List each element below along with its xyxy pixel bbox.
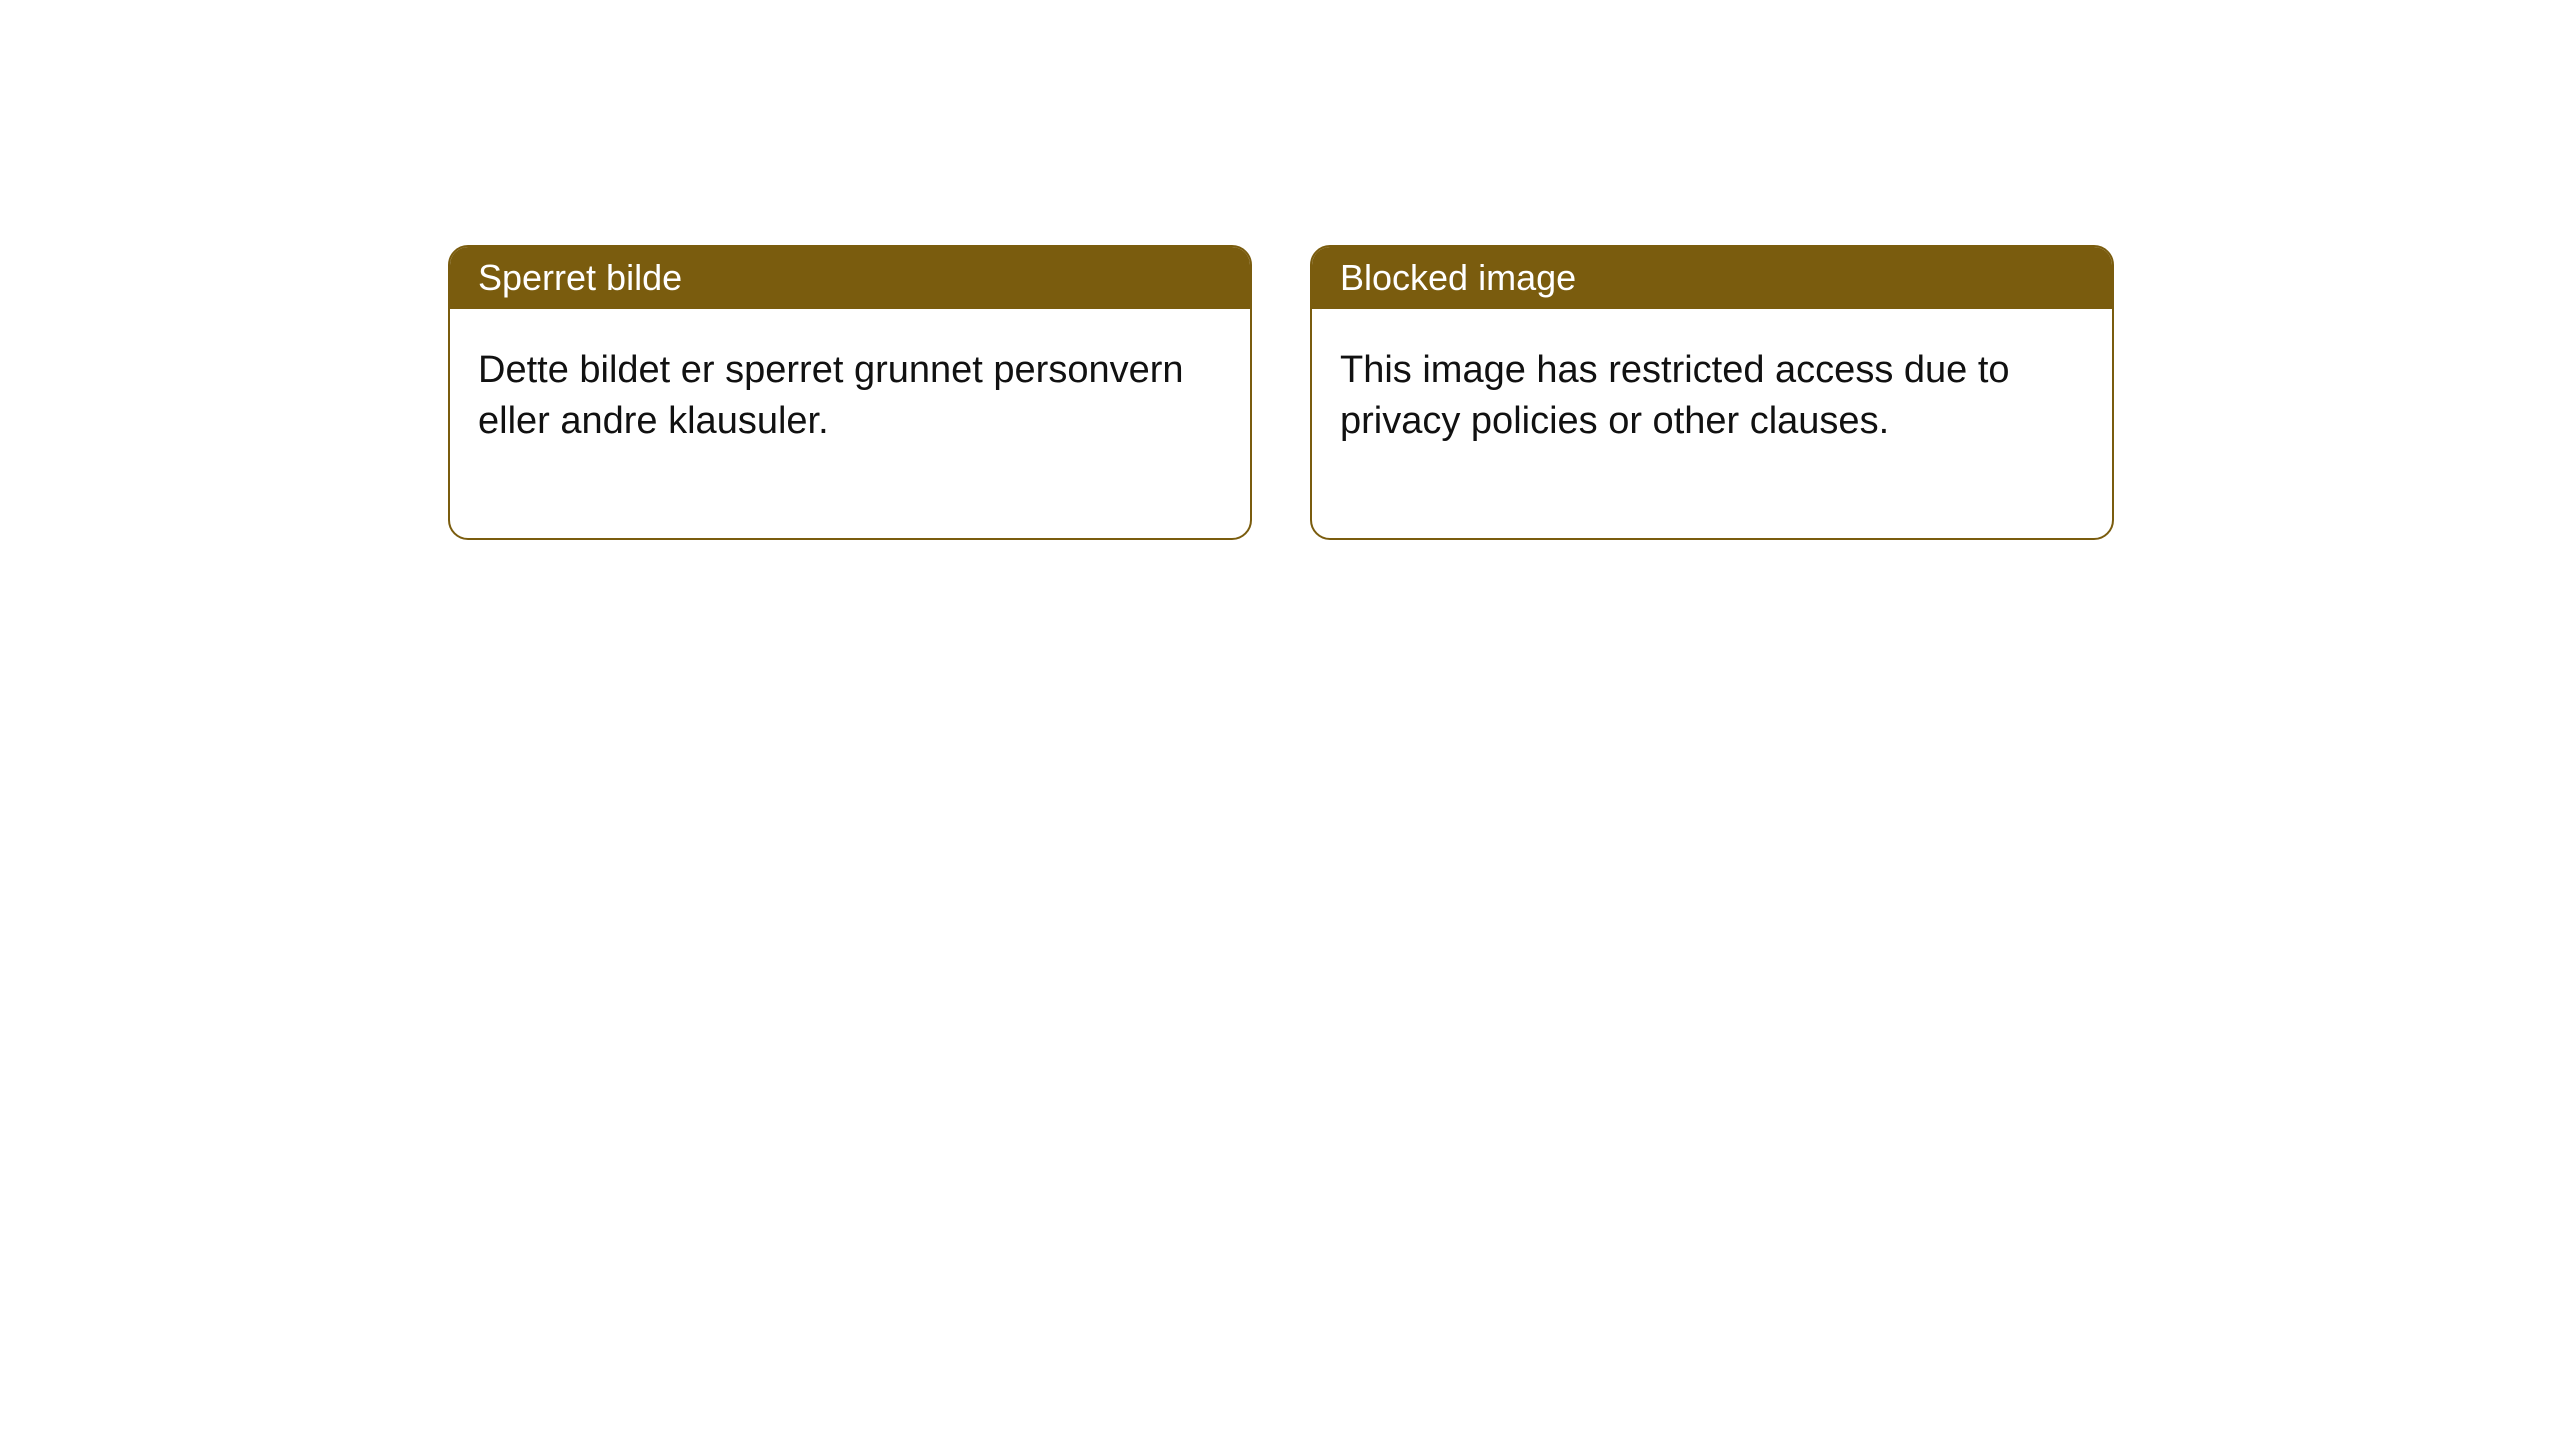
notice-card-en: Blocked image This image has restricted … <box>1310 245 2114 540</box>
notice-card-no: Sperret bilde Dette bildet er sperret gr… <box>448 245 1252 540</box>
notice-header-en: Blocked image <box>1312 247 2112 309</box>
notice-container: Sperret bilde Dette bildet er sperret gr… <box>0 0 2560 540</box>
notice-header-no: Sperret bilde <box>450 247 1250 309</box>
notice-body-en: This image has restricted access due to … <box>1312 309 2112 538</box>
notice-body-no: Dette bildet er sperret grunnet personve… <box>450 309 1250 538</box>
